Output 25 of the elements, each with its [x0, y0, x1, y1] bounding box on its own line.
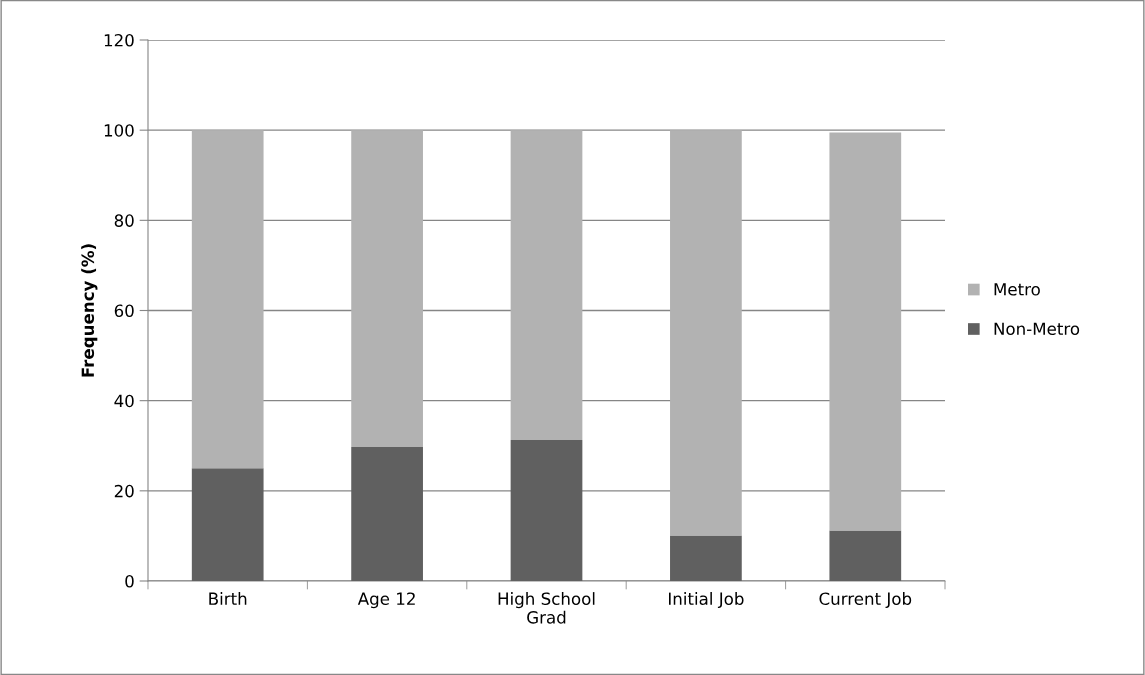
- bar: [829, 530, 902, 581]
- bar: [351, 447, 423, 581]
- y-tick-label: 80: [114, 214, 134, 227]
- bar: [670, 535, 742, 581]
- x-tick-label: Initial Job: [668, 592, 744, 609]
- x-tick-label: High School Grad: [498, 592, 595, 624]
- bar: [351, 130, 423, 448]
- bar: [510, 130, 583, 440]
- x-tick-label: Age 12: [357, 592, 415, 609]
- y-tick-label: 60: [114, 304, 134, 318]
- bar: [510, 439, 583, 581]
- y-tick-label: 120: [104, 33, 134, 47]
- bar: [829, 132, 902, 531]
- bar: [670, 130, 742, 536]
- y-axis-title: Frequency (%): [81, 244, 98, 377]
- y-tick-label: 40: [114, 394, 134, 408]
- legend-label: Non-Metro: [994, 322, 1080, 336]
- y-tick-label: 20: [114, 484, 134, 498]
- x-tick-label: Birth: [209, 592, 247, 605]
- y-tick-label: 0: [125, 574, 134, 588]
- bar: [191, 468, 264, 581]
- x-tick-label: Current Job: [819, 592, 912, 609]
- legend-label: Metro: [994, 283, 1040, 296]
- bar: [191, 130, 264, 469]
- y-tick-label: 100: [104, 124, 134, 137]
